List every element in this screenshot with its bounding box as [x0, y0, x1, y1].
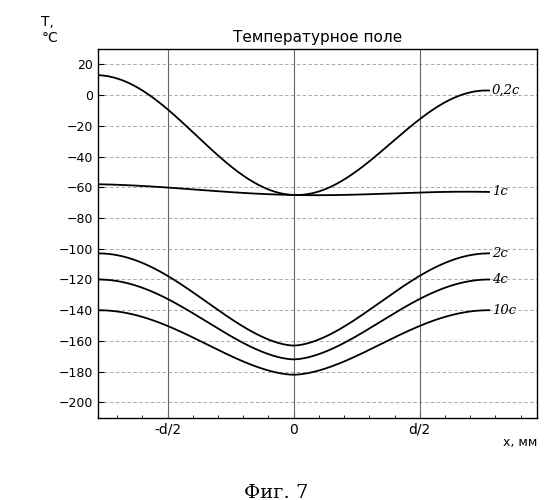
Text: 0,2c: 0,2c: [492, 84, 520, 97]
Title: Температурное поле: Температурное поле: [233, 30, 402, 45]
Text: 2c: 2c: [492, 247, 507, 260]
Text: x, мм: x, мм: [503, 436, 537, 449]
Text: Фиг. 7: Фиг. 7: [244, 484, 308, 500]
Text: T,
°C: T, °C: [41, 15, 58, 46]
Text: 1c: 1c: [492, 186, 507, 198]
Text: 4c: 4c: [492, 273, 507, 286]
Text: 10c: 10c: [492, 304, 516, 316]
